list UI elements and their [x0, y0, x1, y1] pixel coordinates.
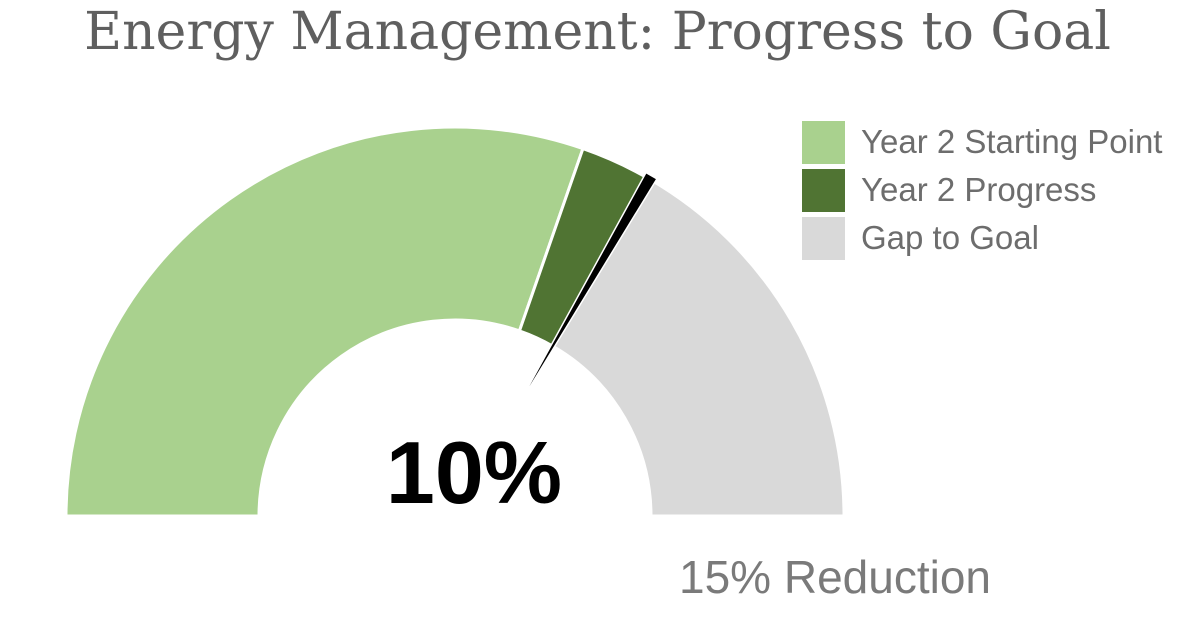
- chart-legend: Year 2 Starting Point Year 2 Progress Ga…: [802, 118, 1162, 262]
- legend-swatch: [802, 216, 845, 260]
- gauge-segment-1: [64, 125, 585, 518]
- legend-label: Year 2 Progress: [861, 171, 1097, 208]
- legend-swatch: [802, 120, 845, 164]
- gauge-segment-3: [550, 177, 846, 518]
- legend-label: Year 2 Starting Point: [861, 123, 1163, 160]
- legend-label: Gap to Goal: [861, 219, 1039, 256]
- gauge-marker: [511, 171, 658, 416]
- chart-title: Energy Management: Progress to Goal: [84, 2, 1111, 62]
- legend-item-progress: Year 2 Progress: [802, 166, 1162, 214]
- legend-item-gap-to-goal: Gap to Goal: [802, 214, 1162, 262]
- goal-label: 15% Reduction: [679, 551, 991, 603]
- legend-swatch: [802, 168, 845, 212]
- gauge-value-label: 10%: [385, 423, 563, 522]
- legend-item-starting-point: Year 2 Starting Point: [802, 118, 1162, 166]
